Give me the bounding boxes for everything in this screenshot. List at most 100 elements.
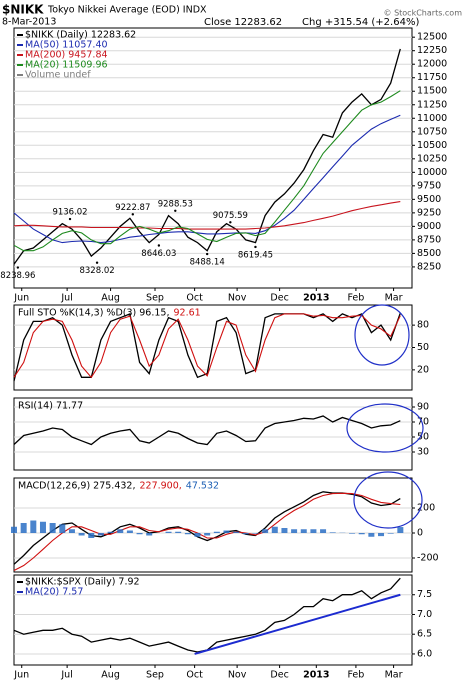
histogram-bar [184,533,191,535]
y-tick-label: 8750 [417,234,441,245]
annotation-label: 8488.14 [190,258,225,268]
histogram-bar [223,530,230,533]
x-tick-label: Jul [60,670,72,681]
annotation-point [205,252,209,256]
panel-frame [13,27,413,289]
histogram-bar [291,529,298,533]
histogram-bar [252,533,259,534]
y-tick-label: 0 [417,528,423,539]
histogram-bar [262,529,269,533]
x-tick-label: Mar [385,293,403,304]
histogram-bar [368,533,375,537]
x-tick-label: Nov [228,293,247,304]
series-line [13,201,401,230]
annotation-point [16,266,20,269]
date: 8-Mar-2013 [2,17,56,28]
y-tick-label: 7.5 [417,589,432,600]
histogram-bar [387,533,394,534]
x-tick-label: Oct [186,670,203,681]
legend-label: MA(50) 11057.40 [25,40,108,51]
annotation-point [229,221,232,224]
y-tick-label: 9000 [417,221,441,232]
y-tick-label: 8500 [417,248,441,259]
x-tick-label: Nov [228,670,247,681]
legend-label: MA(20) 7.57 [25,587,83,598]
trendline [194,593,401,655]
y-tick-label: 11250 [417,99,447,110]
x-tick-label: 2013 [303,293,329,304]
y-tick-label: 9500 [417,194,441,205]
series-line [13,114,401,244]
x-tick-label: Sep [146,293,164,304]
histogram-bar [378,533,385,537]
annotation-label: 9075.59 [213,211,248,221]
legend-label: Full STO %K(14,3) %D(3) 96.15, [18,308,169,319]
legend-label: Volume undef [25,70,91,81]
y-tick-label: 12250 [417,45,447,56]
histogram-bar [242,533,249,535]
y-tick-label: 6.5 [417,629,432,640]
histogram-bar [68,529,75,533]
histogram-bar [107,531,114,533]
y-tick-label: 50 [417,342,429,353]
y-tick-label: 9250 [417,207,441,218]
close: Close 12283.62 [204,17,282,28]
change: Chg +315.54 (+2.64%) [302,17,419,28]
histogram-bar [117,529,124,533]
y-tick-label: 10000 [417,167,447,178]
y-tick-label: -200 [417,553,439,564]
legend-label: MA(20) 11509.96 [25,60,108,71]
y-tick-label: 11750 [417,72,447,83]
series-line [13,90,401,252]
y-tick-label: 50 [417,432,429,443]
histogram-bar [310,529,317,533]
annotation-label: 9288.53 [158,199,193,209]
annotation-point [254,245,257,249]
highlight-circle [346,403,424,453]
x-tick-label: Mar [385,670,403,681]
panel-frame [13,397,413,471]
legend-label: MA(200) 9457.84 [25,50,108,61]
x-tick-label: Sep [146,670,164,681]
histogram-bar [126,530,133,533]
x-tick-label: Jun [13,670,29,681]
annotation-point [68,217,72,221]
y-tick-label: 12500 [417,32,447,43]
annotation-point [95,261,99,264]
histogram-bar [146,533,153,536]
y-tick-label: 70 [417,417,429,428]
annotation-label: 8646.03 [141,249,176,259]
y-tick-label: 6.0 [417,648,432,659]
histogram-bar [271,526,278,533]
y-tick-label: 80 [417,320,429,331]
histogram-bar [213,531,220,533]
histogram-bar [281,528,288,533]
histogram-bar [136,533,143,535]
x-tick-label: Feb [347,670,364,681]
histogram-bar [233,531,240,533]
y-tick-label: 30 [417,447,429,458]
x-tick-label: Jun [13,293,29,304]
instrument-name: Tokyo Nikkei Average (EOD) INDX [47,5,207,16]
symbol: $NIKK [2,3,44,17]
histogram-bar [204,533,211,536]
series-line [13,312,401,382]
histogram-bar [11,526,17,533]
legend-label: $NIKK:$SPX (Daily) 7.92 [25,577,140,588]
y-tick-label: 200 [417,503,435,514]
y-tick-label: 8250 [417,261,441,272]
histogram-bar [39,521,46,533]
legend-label: RSI(14) 71.77 [18,401,83,412]
annotation-point [174,209,177,212]
y-tick-label: 9750 [417,180,441,191]
annotation-label: 9222.87 [115,203,150,213]
histogram-bar [300,529,307,533]
x-tick-label: Aug [101,670,120,681]
histogram-bar [194,533,201,537]
histogram-bar [59,524,66,533]
series-line [13,415,401,446]
histogram-bar [97,533,104,536]
y-tick-label: 10500 [417,140,447,151]
